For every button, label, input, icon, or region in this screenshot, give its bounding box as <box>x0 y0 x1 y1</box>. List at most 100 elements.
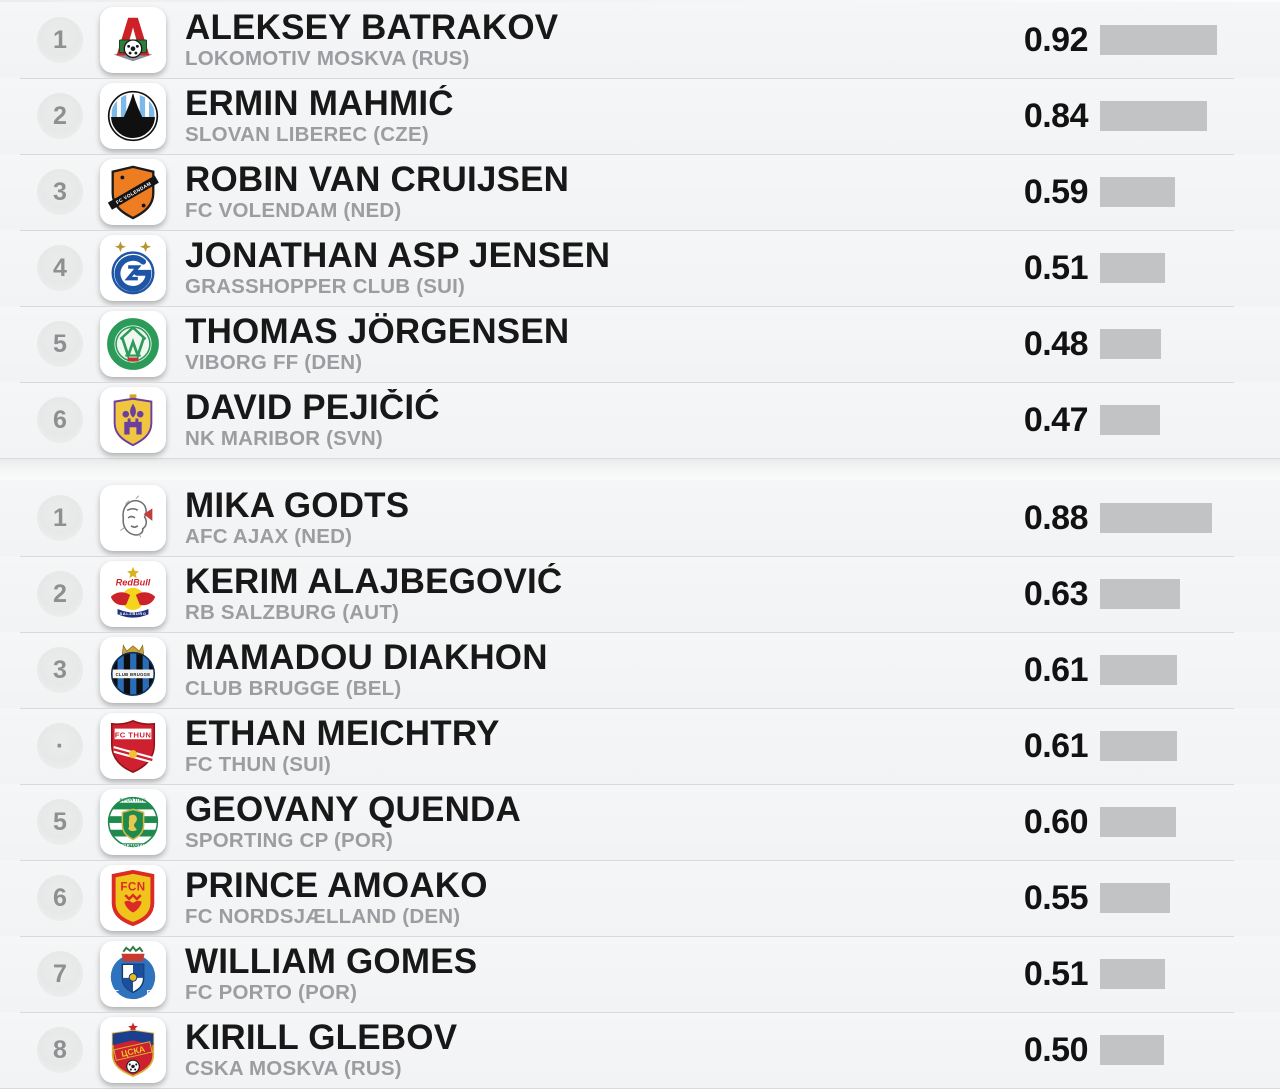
crest-tile <box>100 311 166 377</box>
player-info: THOMAS JÖRGENSEN VIBORG FF (DEN) <box>185 313 988 374</box>
stat-bar-track <box>1100 731 1230 761</box>
stat-bar-track <box>1100 177 1230 207</box>
club-name: GRASSHOPPER CLUB (SUI) <box>185 275 466 299</box>
table-row[interactable]: 2 ERMIN MAHMIĆ <box>0 78 1280 154</box>
stat-value: 0.51 <box>1023 954 1089 993</box>
rank-number: 4 <box>53 253 67 282</box>
rank-badge: 6 <box>37 875 83 921</box>
section-divider <box>0 459 1280 480</box>
player-name: JONATHAN ASP JENSEN <box>185 237 611 276</box>
sporting-cp-crest-icon: SPORTING PORTUGAL <box>107 796 159 848</box>
player-info: ETHAN MEICHTRY FC THUN (SUI) <box>185 715 988 776</box>
table-row[interactable]: 8 ЦСКА KIRILL GLEB <box>0 1012 1280 1088</box>
table-row[interactable]: 1 ALEKSEY BATRAKOV LOKOMOTIV MOSKVA (RUS… <box>0 2 1280 78</box>
stat-value: 0.60 <box>1023 802 1089 841</box>
player-info: GEOVANY QUENDA SPORTING CP (POR) <box>185 791 988 852</box>
crest-tile: FC THUN <box>100 713 166 779</box>
crest-tile <box>100 83 166 149</box>
svg-text:P: P <box>147 988 153 998</box>
table-row[interactable]: 3 FC VOLENDAM ROBIN VAN CRUIJSEN FC VOLE… <box>0 154 1280 230</box>
rank-badge: 7 <box>37 951 83 997</box>
club-name: FC NORDSJÆLLAND (DEN) <box>185 905 461 929</box>
table-row[interactable]: 2 RedBull SALZBURG KERIM ALAJBEGOVIĆ RB … <box>0 556 1280 632</box>
player-info: ROBIN VAN CRUIJSEN FC VOLENDAM (NED) <box>185 161 988 222</box>
player-name: ETHAN MEICHTRY <box>185 715 500 754</box>
player-name: PRINCE AMOAKO <box>185 867 488 906</box>
stat-bar-track <box>1100 503 1230 533</box>
crest-tile: CLUB BRUGGE <box>100 637 166 703</box>
lokomotiv-moskva-crest-icon <box>113 17 153 62</box>
table-row[interactable]: 6 DAVID PEJIČIĆ NK MARIBOR (SVN) 0.47 <box>0 382 1280 458</box>
table-row[interactable]: 4 JONATHAN ASP JENSEN GRASSHOPPER CLUB (… <box>0 230 1280 306</box>
rank-number: 5 <box>53 329 67 358</box>
stat-bar-track <box>1100 959 1230 989</box>
player-name: ERMIN MAHMIĆ <box>185 85 454 124</box>
rank-number: 6 <box>53 883 67 912</box>
club-brugge-crest-icon: CLUB BRUGGE <box>110 644 156 696</box>
rank-number: 7 <box>53 959 67 988</box>
stat-bar-track <box>1100 1035 1230 1065</box>
player-info: ERMIN MAHMIĆ SLOVAN LIBEREC (CZE) <box>185 85 988 146</box>
crest-tile <box>100 387 166 453</box>
crest-tile <box>100 235 166 301</box>
stat-value: 0.88 <box>1023 498 1089 537</box>
viborg-ff-crest-icon <box>107 318 159 370</box>
table-row[interactable]: 5 THOMAS JÖRGENSEN VIBORG FF (DEN) 0.48 <box>0 306 1280 382</box>
player-info: ALEKSEY BATRAKOV LOKOMOTIV MOSKVA (RUS) <box>185 9 988 70</box>
stat-bar <box>1100 25 1217 55</box>
fc-porto-crest-icon: F P <box>110 945 156 1000</box>
stat-bar <box>1100 731 1178 761</box>
club-name: NK MARIBOR (SVN) <box>185 427 383 451</box>
player-name: WILLIAM GOMES <box>185 943 478 982</box>
stat-value: 0.84 <box>1023 96 1089 135</box>
rank-badge: 5 <box>37 321 83 367</box>
rank-number: 1 <box>53 503 67 532</box>
table-row[interactable]: 3 CLUB BRUGGE MAMADOU D <box>0 632 1280 708</box>
crest-tile: F P <box>100 941 166 1007</box>
stat-value: 0.61 <box>1023 726 1089 765</box>
svg-text:FC THUN: FC THUN <box>115 730 152 739</box>
stat-bar <box>1100 253 1165 283</box>
stat-bar-track <box>1100 101 1230 131</box>
player-name: ROBIN VAN CRUIJSEN <box>185 161 570 200</box>
club-name: LOKOMOTIV MOSKVA (RUS) <box>185 47 470 71</box>
crest-tile: FC VOLENDAM <box>100 159 166 225</box>
crest-tile: SPORTING PORTUGAL <box>100 789 166 855</box>
player-info: DAVID PEJIČIĆ NK MARIBOR (SVN) <box>185 389 988 450</box>
table-row[interactable]: 6 FCN PRINCE AMOAKO FC NORDSJÆLLAND (DEN… <box>0 860 1280 936</box>
stat-value: 0.48 <box>1023 324 1089 363</box>
rank-badge: 5 <box>37 799 83 845</box>
stat-bar <box>1100 101 1207 131</box>
svg-text:F: F <box>114 988 119 998</box>
stat-value: 0.63 <box>1023 574 1089 613</box>
stat-bar <box>1100 1035 1164 1065</box>
table-row[interactable]: 5 SPORTING PORTUGAL <box>0 784 1280 860</box>
table-row[interactable]: · FC THUN ETHAN MEICHTRY FC THUN (SUI) 0… <box>0 708 1280 784</box>
svg-text:CLUB BRUGGE: CLUB BRUGGE <box>116 672 151 677</box>
svg-text:PORTUGAL: PORTUGAL <box>120 843 146 848</box>
stat-value: 0.50 <box>1023 1030 1089 1069</box>
rank-number: 6 <box>53 405 67 434</box>
player-info: KERIM ALAJBEGOVIĆ RB SALZBURG (AUT) <box>185 563 988 624</box>
stat-value: 0.47 <box>1023 400 1089 439</box>
rank-badge: 1 <box>37 17 83 63</box>
nk-maribor-crest-icon <box>113 394 153 447</box>
rank-badge: 2 <box>37 571 83 617</box>
svg-text:SALZBURG: SALZBURG <box>119 611 146 616</box>
stat-bar-track <box>1100 405 1230 435</box>
ranking-section-1: 1 ALEKSEY BATRAKOV LOKOMOTIV MOSKVA (RUS… <box>0 2 1280 459</box>
table-row[interactable]: 7 F P WILLIAM GOMES FC PORTO (POR) <box>0 936 1280 1012</box>
afc-ajax-crest-icon <box>120 495 153 538</box>
rank-number: 1 <box>53 25 67 54</box>
table-row[interactable]: 1 MIKA GODTS AFC AJAX (NE <box>0 480 1280 556</box>
club-name: SPORTING CP (POR) <box>185 829 394 853</box>
fc-volendam-crest-icon: FC VOLENDAM <box>107 165 159 220</box>
club-name: FC VOLENDAM (NED) <box>185 199 402 223</box>
player-info: WILLIAM GOMES FC PORTO (POR) <box>185 943 988 1004</box>
stat-bar-track <box>1100 579 1230 609</box>
stat-bar <box>1100 883 1170 913</box>
rank-number: 2 <box>53 579 67 608</box>
rank-badge: 6 <box>37 397 83 443</box>
stat-value: 0.55 <box>1023 878 1089 917</box>
player-info: PRINCE AMOAKO FC NORDSJÆLLAND (DEN) <box>185 867 988 928</box>
